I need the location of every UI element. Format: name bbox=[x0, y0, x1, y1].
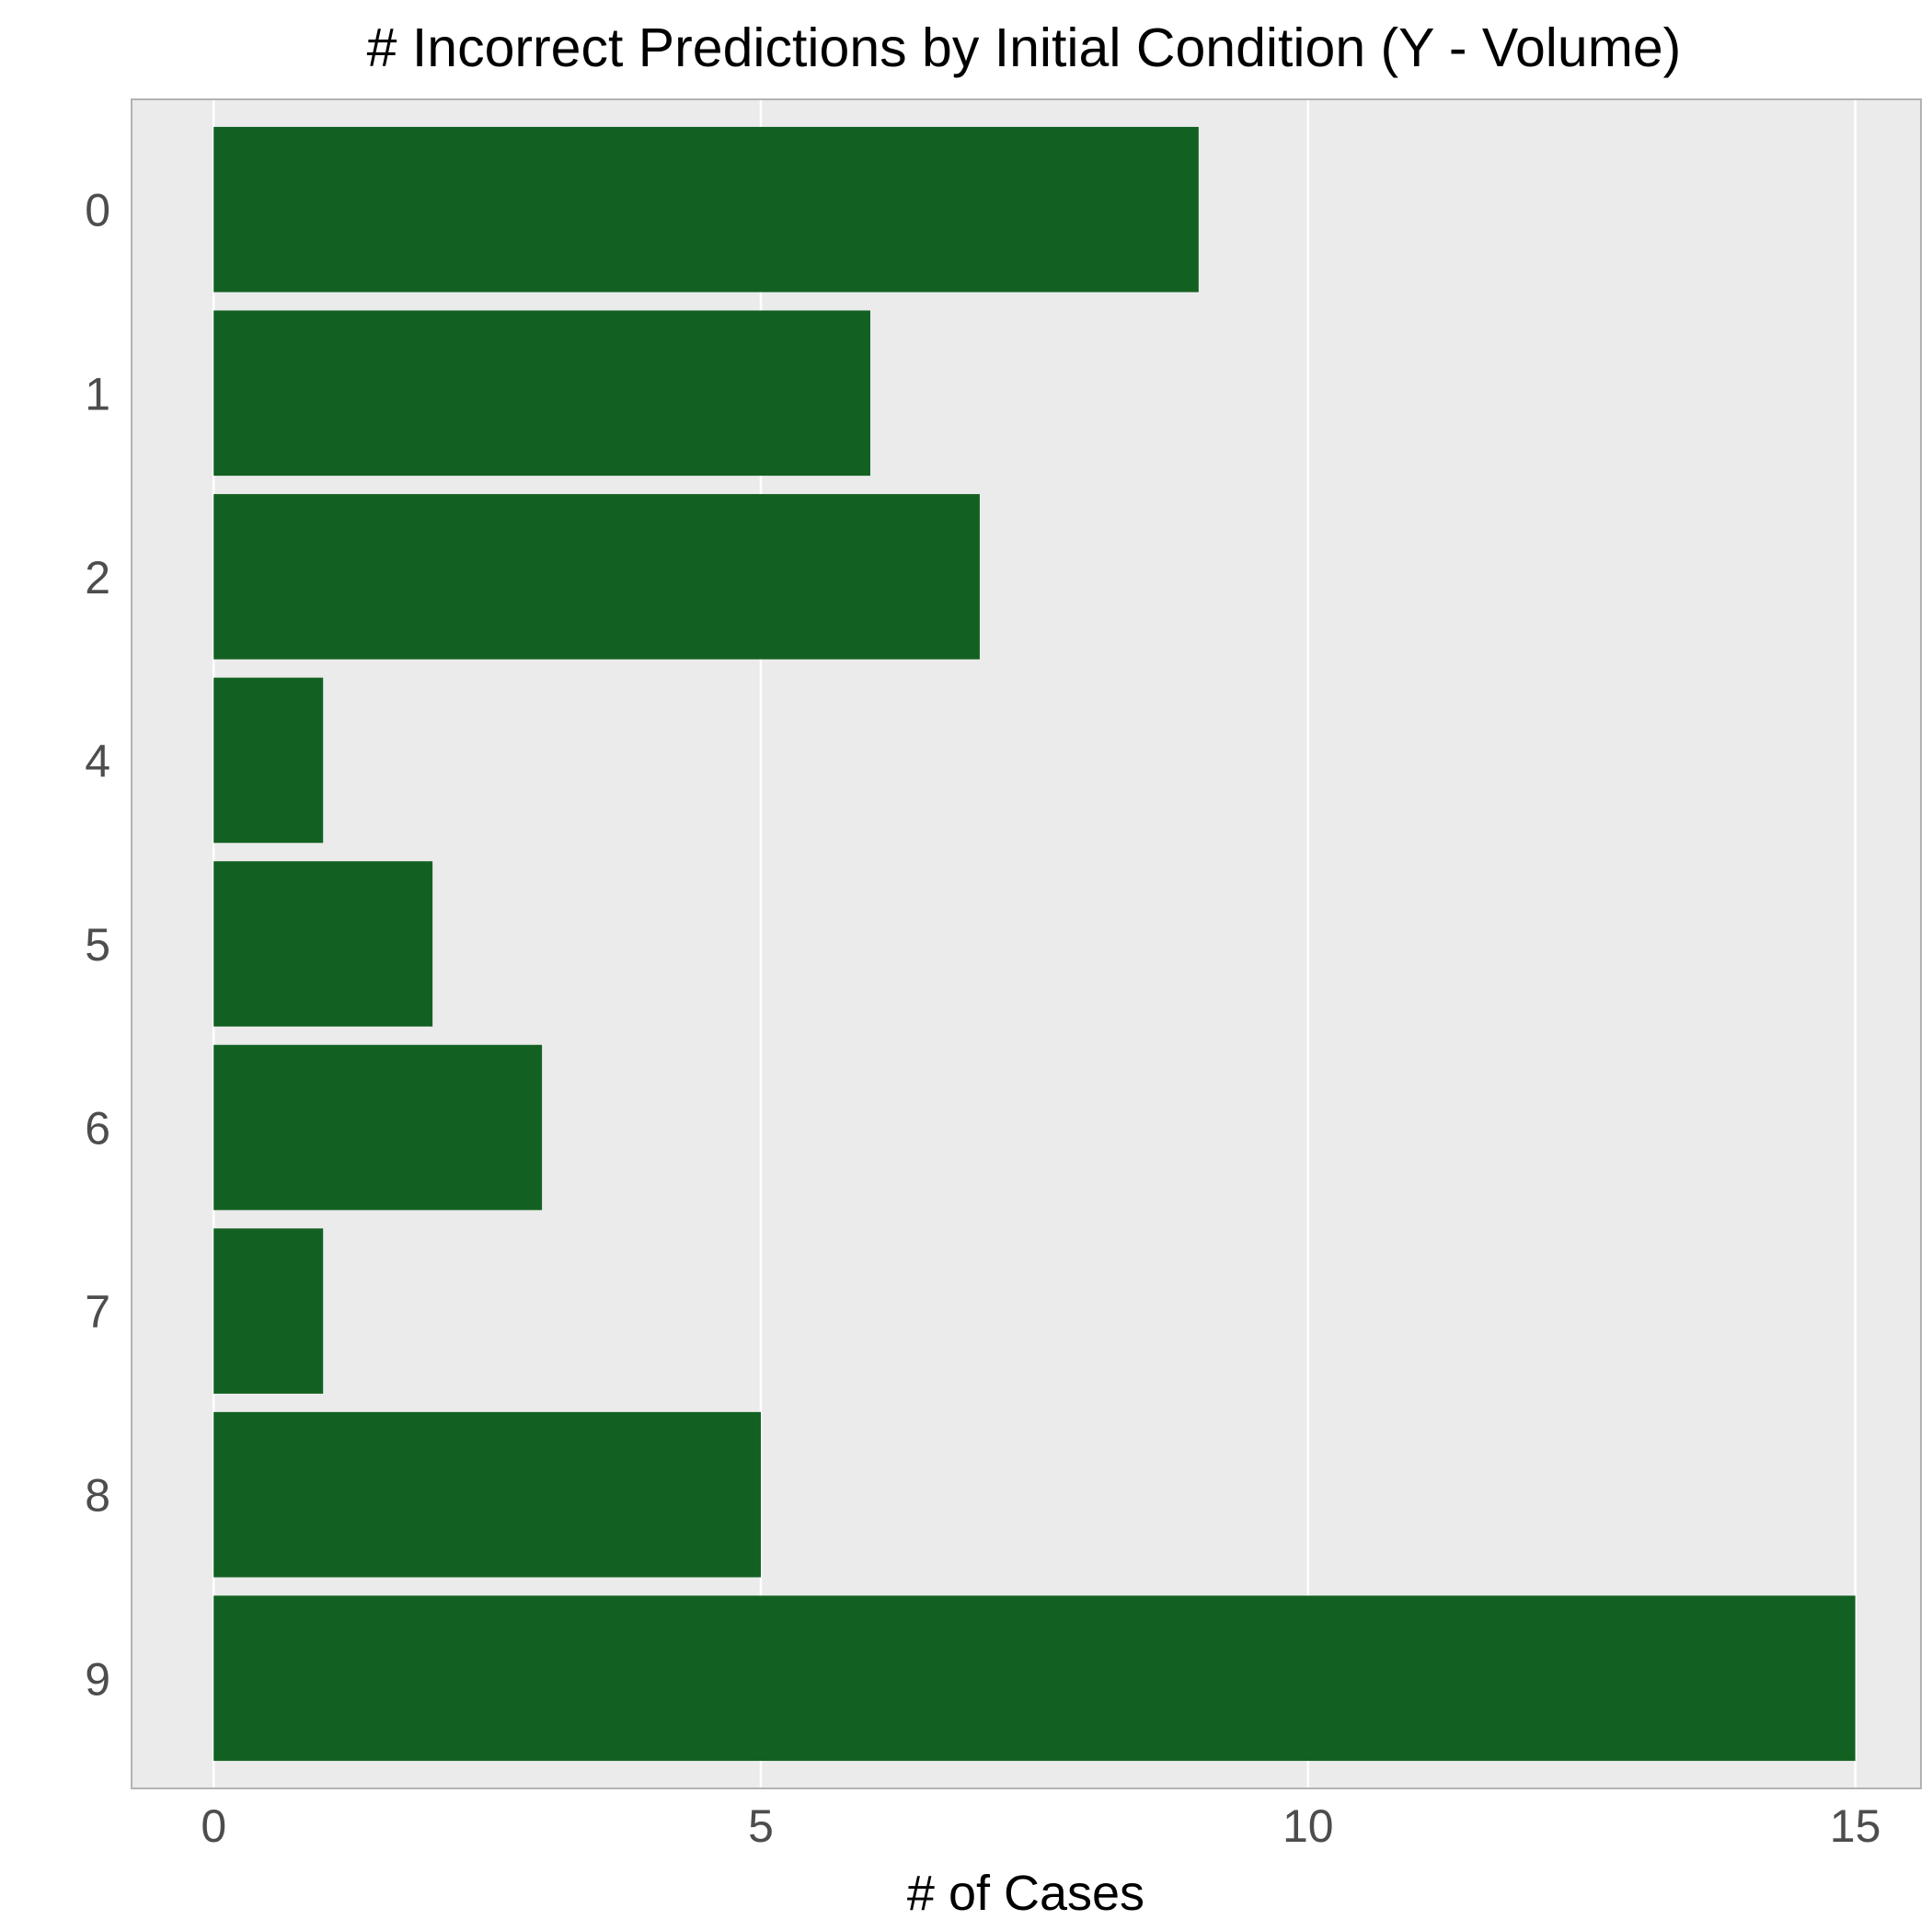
y-tick-label-6: 6 bbox=[85, 1103, 110, 1155]
bar-1 bbox=[213, 310, 870, 477]
y-tick-label-0: 0 bbox=[85, 185, 110, 236]
bar-8 bbox=[213, 1411, 762, 1578]
bar-2 bbox=[213, 494, 980, 660]
bar-9 bbox=[213, 1595, 1856, 1762]
x-axis-label: # of Cases bbox=[907, 1866, 1144, 1921]
x-tick-label-5: 5 bbox=[748, 1800, 774, 1852]
y-tick-label-4: 4 bbox=[85, 735, 110, 787]
x-tick-label-15: 15 bbox=[1830, 1800, 1881, 1852]
bar-0 bbox=[213, 126, 1199, 293]
x-tick-label-10: 10 bbox=[1282, 1800, 1334, 1852]
bar-6 bbox=[213, 1044, 543, 1211]
bars bbox=[213, 126, 1856, 1762]
bar-4 bbox=[213, 677, 324, 844]
y-tick-label-2: 2 bbox=[85, 552, 110, 603]
plot-border bbox=[131, 98, 1922, 1789]
y-tick-label-5: 5 bbox=[85, 919, 110, 971]
x-axis-ticks: 0 5 10 15 bbox=[201, 1800, 1880, 1852]
y-tick-label-7: 7 bbox=[85, 1286, 110, 1338]
bar-7 bbox=[213, 1228, 324, 1394]
chart-title: # Incorrect Predictions by Initial Condi… bbox=[367, 17, 1682, 78]
y-tick-label-8: 8 bbox=[85, 1470, 110, 1522]
bar-5 bbox=[213, 861, 433, 1027]
y-tick-label-9: 9 bbox=[85, 1653, 110, 1705]
y-tick-label-1: 1 bbox=[85, 368, 110, 420]
y-axis-ticks: 0 1 2 4 5 6 7 8 9 bbox=[85, 185, 110, 1706]
x-tick-label-0: 0 bbox=[201, 1800, 226, 1852]
